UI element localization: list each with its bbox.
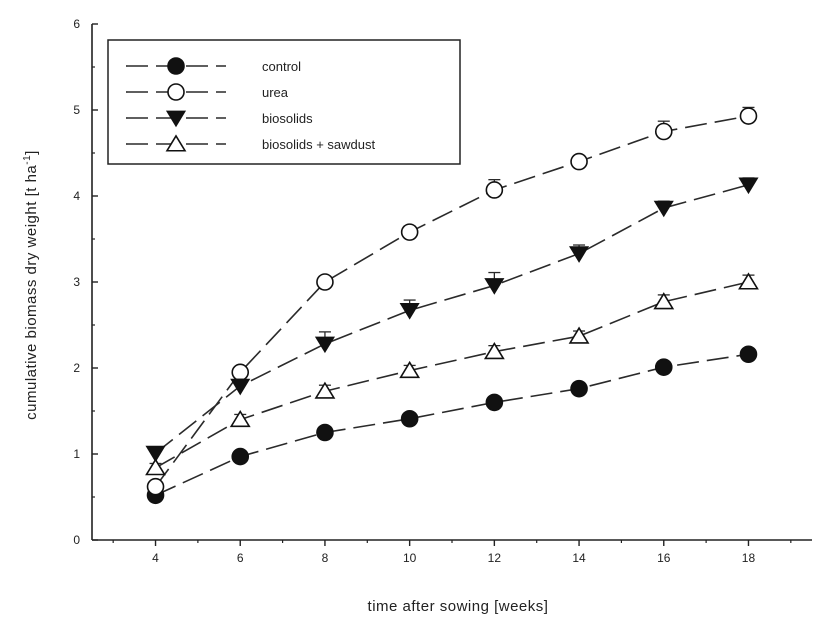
data-point	[314, 336, 336, 354]
data-point	[653, 200, 674, 218]
y-tick-label: 5	[73, 103, 80, 117]
y-axis-title: cumulative biomass dry weight [t ha-1]	[22, 150, 40, 420]
legend-marker	[167, 57, 185, 75]
data-point	[568, 326, 590, 344]
y-tick-label: 3	[73, 275, 80, 289]
data-point	[570, 152, 588, 171]
data-point	[654, 358, 673, 376]
data-point	[399, 303, 420, 320]
series-2	[146, 106, 758, 496]
data-point	[400, 409, 419, 428]
data-point	[739, 345, 758, 364]
data-point	[145, 445, 166, 463]
data-point	[229, 409, 251, 428]
data-point	[230, 378, 251, 396]
data-point	[485, 181, 504, 199]
x-tick-label: 18	[742, 551, 756, 565]
legend-marker	[165, 110, 187, 128]
y-axis-title-end: ]	[23, 150, 40, 155]
x-tick-label: 6	[237, 551, 244, 565]
data-point	[738, 177, 759, 195]
y-tick-label: 0	[73, 533, 80, 547]
series-line	[155, 353, 749, 497]
y-tick-label: 1	[73, 447, 80, 461]
data-point	[654, 122, 673, 141]
legend-label: biosolids	[262, 111, 313, 126]
data-point	[231, 447, 250, 466]
legend-marker	[167, 83, 185, 101]
data-point	[231, 363, 250, 382]
data-point	[484, 278, 505, 295]
data-point	[738, 272, 759, 290]
series-line	[155, 281, 749, 469]
series-3	[145, 177, 759, 463]
data-point	[145, 458, 166, 476]
data-point	[146, 477, 165, 496]
data-point	[570, 379, 588, 398]
data-point	[316, 423, 334, 442]
x-tick-label: 12	[488, 551, 502, 565]
x-tick-label: 16	[657, 551, 671, 565]
series-line	[154, 115, 749, 488]
legend-label: control	[262, 59, 301, 74]
x-tick-label: 4	[152, 551, 159, 565]
y-axis-title-superscript: -1	[22, 155, 33, 165]
y-tick-label: 2	[73, 361, 80, 375]
x-axis-title: time after sowing [weeks]	[368, 598, 549, 615]
data-point	[314, 381, 336, 399]
series-line	[155, 184, 749, 454]
y-tick-label: 4	[73, 189, 80, 203]
series-layer	[145, 106, 759, 505]
data-point	[316, 273, 334, 291]
series-4	[145, 272, 759, 476]
legend-marker	[165, 134, 187, 152]
y-axis-title-main: cumulative biomass dry weight [t ha	[23, 165, 40, 420]
y-tick-label: 6	[73, 17, 80, 31]
legend: control urea biosolids biosolids + sawdust	[107, 39, 461, 165]
data-point	[399, 360, 421, 379]
data-point	[485, 393, 504, 412]
x-tick-label: 10	[403, 551, 417, 565]
data-point	[653, 292, 675, 310]
x-tick-label: 14	[572, 551, 586, 565]
data-point	[568, 246, 590, 263]
x-tick-label: 8	[322, 551, 329, 565]
legend-label: urea	[262, 85, 289, 100]
data-point	[400, 223, 419, 241]
data-point	[739, 107, 758, 125]
data-point	[483, 342, 505, 360]
legend-label: biosolids + sawdust	[262, 137, 375, 152]
